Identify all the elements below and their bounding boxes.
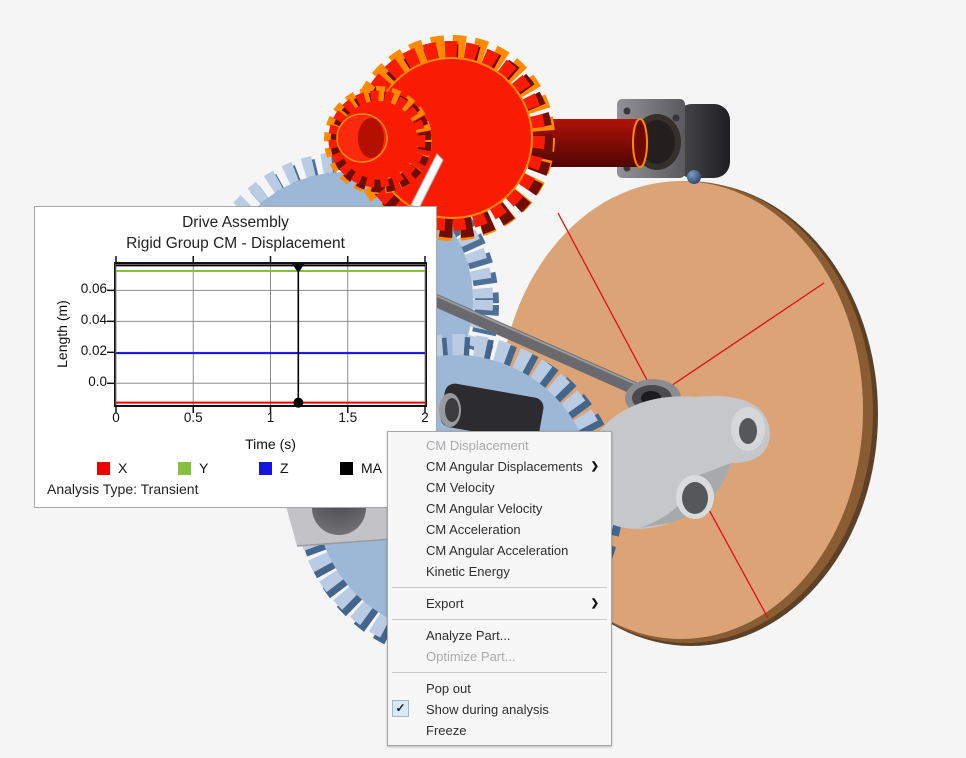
menu-item-show-during-analysis[interactable]: ✓ Show during analysis [388, 699, 611, 720]
menu-item-cm-angular-displacements[interactable]: CM Angular Displacements ❯ [388, 456, 611, 477]
menu-item-cm-displacement[interactable]: CM Displacement [426, 438, 529, 453]
legend-swatch [259, 461, 272, 475]
legend-swatch [97, 461, 110, 475]
plot-canvas[interactable] [107, 256, 426, 413]
lower-shaft[interactable] [439, 382, 545, 443]
x-tick-label: 1.5 [338, 410, 358, 425]
legend-label: X [118, 460, 128, 476]
marker-sphere[interactable] [687, 170, 701, 184]
menu-item-kinetic-energy[interactable]: Kinetic Energy [426, 564, 510, 579]
x-tick-label: 2 [421, 410, 429, 425]
submenu-arrow-icon: ❯ [590, 461, 599, 472]
crank-arm[interactable] [584, 396, 770, 529]
submenu-arrow-icon: ❯ [590, 598, 599, 609]
x-tick-label: 0.5 [183, 410, 203, 425]
y-tick-label: 0.06 [80, 281, 107, 297]
bolt-hole [623, 107, 631, 115]
menu-item-analyze-part[interactable]: Analyze Part... [426, 628, 511, 643]
legend-label: Z [280, 460, 289, 476]
menu-separator [392, 619, 607, 620]
y-tick-label: 0.0 [88, 374, 107, 390]
red-gear-pair[interactable] [324, 35, 555, 241]
legend-label: Y [199, 460, 209, 476]
legend-swatch [178, 461, 191, 475]
plot-window[interactable]: Drive Assembly Rigid Group CM - Displace… [34, 206, 437, 508]
cursor-top-marker[interactable] [292, 264, 305, 273]
analysis-type-note: Analysis Type: Transient [47, 481, 199, 497]
menu-item-optimize-part[interactable]: Optimize Part... [426, 649, 516, 664]
x-tick-label: 0 [112, 410, 120, 425]
menu-item-export[interactable]: Export ❯ [388, 593, 611, 614]
menu-separator [392, 587, 607, 588]
legend-label: MA [361, 460, 382, 476]
legend-item-y: Y [178, 460, 248, 476]
legend-item-x: X [97, 460, 167, 476]
menu-item-cm-acceleration[interactable]: CM Acceleration [426, 522, 521, 537]
legend-item-z: Z [259, 460, 329, 476]
menu-item-pop-out[interactable]: Pop out [426, 681, 471, 696]
checkmark-icon: ✓ [392, 700, 409, 717]
arm-boss-hole [739, 418, 757, 444]
pinion-bore [358, 118, 384, 158]
y-tick-label: 0.02 [80, 343, 107, 359]
context-menu: CM Displacement CM Angular Displacements… [387, 431, 612, 746]
y-tick-label: 0.04 [80, 312, 107, 328]
plot-title-line2: Rigid Group CM - Displacement [126, 235, 345, 252]
menu-item-cm-angular-velocity[interactable]: CM Angular Velocity [426, 501, 543, 516]
support-beam[interactable] [427, 290, 673, 412]
legend-swatch [340, 461, 353, 475]
plot-title-line1: Drive Assembly [182, 214, 289, 231]
x-tick-label: 1 [266, 410, 275, 425]
plot-legend: X Y Z MA [97, 460, 382, 476]
cursor-bottom-marker[interactable] [293, 397, 304, 408]
arm-hole [682, 482, 708, 514]
legend-item-ma: MA [340, 460, 382, 476]
menu-item-cm-angular-acceleration[interactable]: CM Angular Acceleration [426, 543, 569, 558]
bolt-hole [672, 114, 680, 122]
menu-item-cm-velocity[interactable]: CM Velocity [426, 480, 495, 495]
x-axis-label: Time (s) [245, 436, 296, 452]
menu-separator [392, 672, 607, 673]
menu-item-freeze[interactable]: Freeze [426, 723, 467, 738]
plot-area[interactable] [107, 256, 427, 413]
